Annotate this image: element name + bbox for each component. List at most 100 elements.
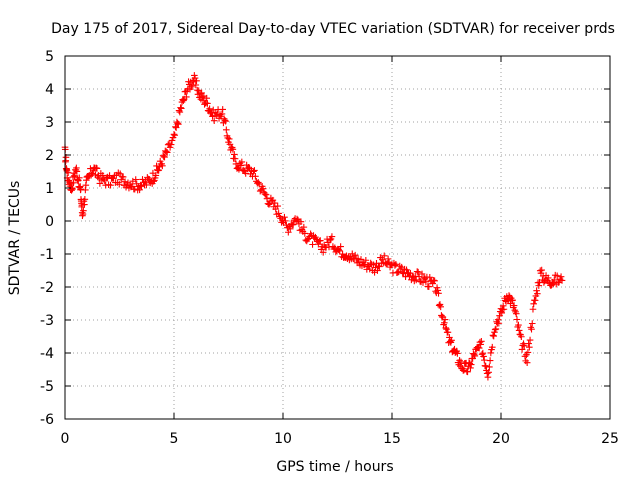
data-point-marker [485,369,492,376]
data-point-marker [143,181,150,189]
data-point-marker [487,349,495,357]
data-point-marker [480,353,487,360]
data-point-marker [193,86,201,94]
data-point-marker [444,328,452,336]
data-point-marker [558,277,566,284]
data-point-marker [161,153,168,161]
data-point-marker [506,293,514,301]
data-point-marker [177,104,184,111]
data-point-marker [470,351,478,359]
data-point-marker [534,290,541,298]
data-point-marker [488,343,496,351]
data-point-marker [71,172,79,180]
data-point-marker [538,266,545,274]
y-tick-label: 0 [45,214,54,230]
data-point-marker [107,181,114,189]
data-point-marker [418,270,426,278]
data-point-marker [212,112,220,119]
data-point-marker [168,137,176,144]
data-point-marker [199,93,206,101]
data-point-marker [81,195,89,203]
data-point-marker [526,336,534,344]
data-point-marker [73,168,81,175]
data-point-marker [526,343,533,351]
data-point-marker [348,250,356,258]
data-point-marker [174,119,181,127]
data-point-marker [511,306,519,314]
data-point-marker [163,149,171,156]
data-point-marker [235,166,243,173]
data-point-marker [413,268,421,275]
data-point-marker [206,105,213,113]
data-point-marker [139,176,146,183]
data-point-marker [172,124,180,131]
data-point-marker [550,276,558,284]
data-point-marker [535,282,543,289]
data-point-marker [434,287,442,294]
data-point-marker [192,81,200,89]
data-point-marker [467,364,474,372]
data-point-marker [471,352,479,360]
data-point-marker [422,278,430,286]
data-point-marker [443,325,450,333]
data-point-marker [175,120,182,128]
data-point-marker [301,230,309,237]
data-point-marker [89,170,96,177]
data-point-marker [237,162,245,169]
data-point-marker [251,167,258,174]
data-point-marker [262,191,270,198]
data-point-marker [93,165,101,172]
data-point-marker [159,162,166,170]
data-point-marker [177,105,185,112]
data-point-marker [442,324,450,332]
data-point-marker [176,108,184,116]
data-point-marker [531,297,539,304]
data-point-marker [309,241,316,248]
data-point-marker [466,360,474,367]
data-point-marker [289,221,297,228]
y-axis-label: SDTVAR / TECUs [7,181,23,296]
data-point-marker [425,283,433,290]
data-point-marker [94,173,101,181]
data-point-marker [150,177,157,185]
x-tick-label: 20 [492,431,510,447]
data-point-marker [441,319,448,327]
data-point-marker [222,117,229,125]
y-tick-label: 4 [45,82,54,98]
data-point-marker [193,77,200,85]
data-point-marker [136,186,143,194]
data-point-marker [464,368,471,376]
data-point-marker [530,300,537,308]
data-point-marker [484,373,492,381]
data-point-marker [265,201,273,208]
data-point-marker [317,237,324,244]
data-point-marker [64,169,72,177]
plot-frame [64,55,611,420]
data-point-marker [509,296,516,304]
data-point-marker [250,168,257,175]
data-point-marker [477,341,484,348]
x-tick-label: 10 [274,431,292,447]
data-point-marker [293,215,301,223]
data-point-marker [115,180,123,188]
data-point-marker [384,255,392,263]
data-point-marker [507,300,514,307]
data-point-marker [486,363,493,371]
data-point-marker [380,252,388,260]
data-point-marker [274,202,281,210]
data-point-marker [337,243,344,250]
y-tick-label: -5 [40,379,54,395]
data-point-marker [271,199,279,207]
data-point-marker [533,287,540,294]
data-point-marker [480,356,488,364]
data-points [61,72,566,381]
data-point-marker [412,276,420,284]
data-point-marker [467,361,475,368]
data-point-marker [167,141,175,148]
y-tick-label: -4 [40,346,54,362]
data-point-marker [528,320,536,327]
data-point-marker [515,327,523,334]
y-tick-label: 5 [45,49,54,65]
data-point-marker [460,366,468,374]
